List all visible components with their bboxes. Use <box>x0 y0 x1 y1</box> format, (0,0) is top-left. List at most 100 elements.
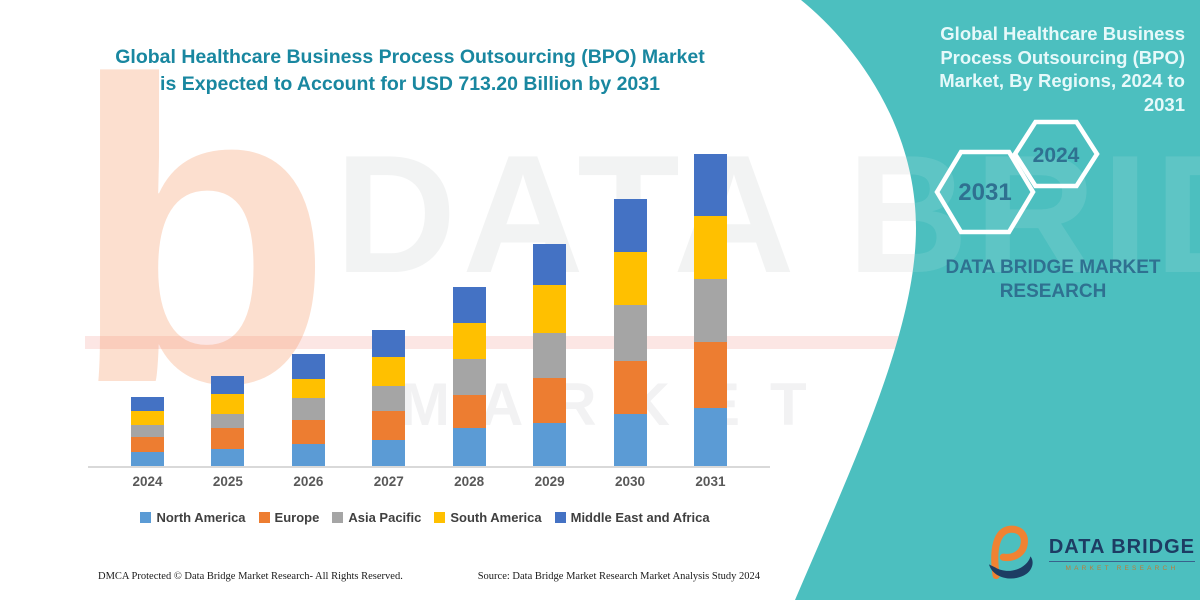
hexagon-year-label-2031: 2031 <box>958 179 1011 206</box>
bar-segment-middle-east-and-africa <box>693 154 727 217</box>
legend: North America Europe Asia Pacific South Ame… <box>80 510 770 525</box>
legend-item: North America <box>140 510 246 525</box>
bar-segment-asia-pacific <box>452 359 486 396</box>
bar-segment-north-america <box>131 452 164 466</box>
x-axis-label: 2029 <box>534 474 565 489</box>
x-axis-label: 2030 <box>615 474 646 489</box>
hexagon-2024 <box>1012 119 1100 189</box>
panel-title-line2: Process Outsourcing (BPO) <box>940 46 1185 68</box>
bar-segment-middle-east-and-africa <box>452 287 486 324</box>
footer-source: Source: Data Bridge Market Research Mark… <box>477 571 760 582</box>
legend-item: Asia Pacific <box>332 510 421 525</box>
bar-segment-south-america <box>131 410 164 426</box>
bar-segment-middle-east-and-africa <box>291 353 325 379</box>
bar-segment-middle-east-and-africa <box>211 376 245 394</box>
logo-b-orange-stroke <box>991 525 1028 579</box>
bar-segment-asia-pacific <box>613 305 647 361</box>
bar-segment-middle-east-and-africa <box>533 243 567 285</box>
bar-segment-north-america <box>211 449 245 466</box>
logo-name: DATA BRIDGE <box>1048 536 1195 562</box>
legend-label: Middle East and Africa <box>570 510 710 525</box>
bar-segment-north-america <box>291 444 325 466</box>
x-axis-label: 2025 <box>212 474 243 489</box>
bar-segment-south-america <box>291 379 325 399</box>
bar-segment-south-america <box>533 284 567 333</box>
bar-column <box>613 199 647 466</box>
bar-segment-asia-pacific <box>211 413 245 429</box>
bar-segment-asia-pacific <box>291 398 325 420</box>
bar-column <box>533 243 567 466</box>
x-axis-labels: 2024 2025 2026 2027 2028 2029 2030 2031 <box>131 474 727 489</box>
legend-label: South America <box>450 510 542 525</box>
bar-segment-asia-pacific <box>131 425 164 438</box>
legend-item: South America <box>434 510 542 525</box>
bar-segment-south-america <box>452 323 486 360</box>
x-axis-label: 2026 <box>293 474 324 489</box>
logo-b-icon <box>988 525 1033 579</box>
legend-label: Asia Pacific <box>348 510 422 525</box>
bar-segment-south-america <box>372 356 406 387</box>
legend-item: Middle East and Africa <box>554 510 710 525</box>
footer-dmca: DMCA Protected © Data Bridge Market Rese… <box>98 571 403 582</box>
bar-segment-asia-pacific <box>372 386 406 412</box>
main-title: Global Healthcare Business Process Outso… <box>85 44 735 98</box>
bar-segment-europe <box>533 377 567 424</box>
bar-column <box>452 287 486 466</box>
x-axis-label: 2028 <box>454 474 485 489</box>
brand-text-line2: RESEARCH <box>999 281 1107 302</box>
bar-segment-europe <box>693 342 727 408</box>
hexagon-2031 <box>934 149 1036 235</box>
bar-segment-europe <box>291 419 325 445</box>
x-axis-label: 2024 <box>132 474 163 489</box>
bar-segment-north-america <box>693 407 727 466</box>
x-axis-label: 2027 <box>373 474 404 489</box>
x-axis-label: 2031 <box>695 474 726 489</box>
panel-title-line3: Market, By Regions, 2024 to <box>939 70 1185 91</box>
legend-label: Europe <box>274 510 320 525</box>
bar-column <box>693 154 727 466</box>
legend-label: North America <box>156 510 246 525</box>
bar-column <box>291 353 325 466</box>
bar-segment-europe <box>613 360 647 414</box>
bar-segment-middle-east-and-africa <box>613 199 647 252</box>
legend-swatch <box>140 512 152 523</box>
legend-item: Europe <box>258 510 320 525</box>
watermark-logo-b: b <box>70 0 333 473</box>
bar-segment-middle-east-and-africa <box>131 397 164 411</box>
bar-segment-asia-pacific <box>693 278 727 343</box>
panel-title-line1: Global Healthcare Business <box>940 23 1185 44</box>
logo-text-block: DATA BRIDGE MARKET RESEARCH <box>1048 536 1195 572</box>
bar-segment-europe <box>452 395 486 428</box>
bar-segment-north-america <box>613 413 647 466</box>
logo-tagline: MARKET RESEARCH <box>1065 564 1179 572</box>
data-bridge-logo: DATA BRIDGE MARKET RESEARCH <box>985 516 1195 591</box>
legend-swatch <box>332 512 344 523</box>
bar-segment-europe <box>372 411 406 440</box>
bar-segment-north-america <box>533 423 567 466</box>
main-title-line1: Global Healthcare Business Process Outso… <box>115 46 705 68</box>
bar-segment-asia-pacific <box>533 332 567 378</box>
panel-title-line4: 2031 <box>1143 93 1185 115</box>
legend-swatch <box>258 512 270 523</box>
bar-chart <box>131 150 727 466</box>
hexagon-years-graphic: 2031 2024 <box>934 119 1100 235</box>
bar-segment-europe <box>211 428 245 450</box>
bar-segment-south-america <box>693 216 727 279</box>
x-axis-line <box>88 466 770 468</box>
bar-segment-south-america <box>613 251 647 306</box>
bar-segment-north-america <box>372 439 406 466</box>
hexagon-year-label-2024: 2024 <box>1033 144 1080 167</box>
legend-swatch <box>434 512 446 523</box>
footer: DMCA Protected © Data Bridge Market Rese… <box>98 571 760 582</box>
teal-panel-shape <box>795 0 1200 600</box>
bar-segment-south-america <box>211 393 245 414</box>
bar-column <box>211 376 245 466</box>
bar-segment-middle-east-and-africa <box>372 330 406 357</box>
bar-column <box>372 330 406 466</box>
logo-b-navy-swoosh <box>988 555 1033 579</box>
bar-segment-north-america <box>452 427 486 466</box>
panel-title: Global Healthcare Business Process Outso… <box>855 22 1185 116</box>
main-title-line2: is Expected to Account for USD 713.20 Bi… <box>160 73 660 95</box>
